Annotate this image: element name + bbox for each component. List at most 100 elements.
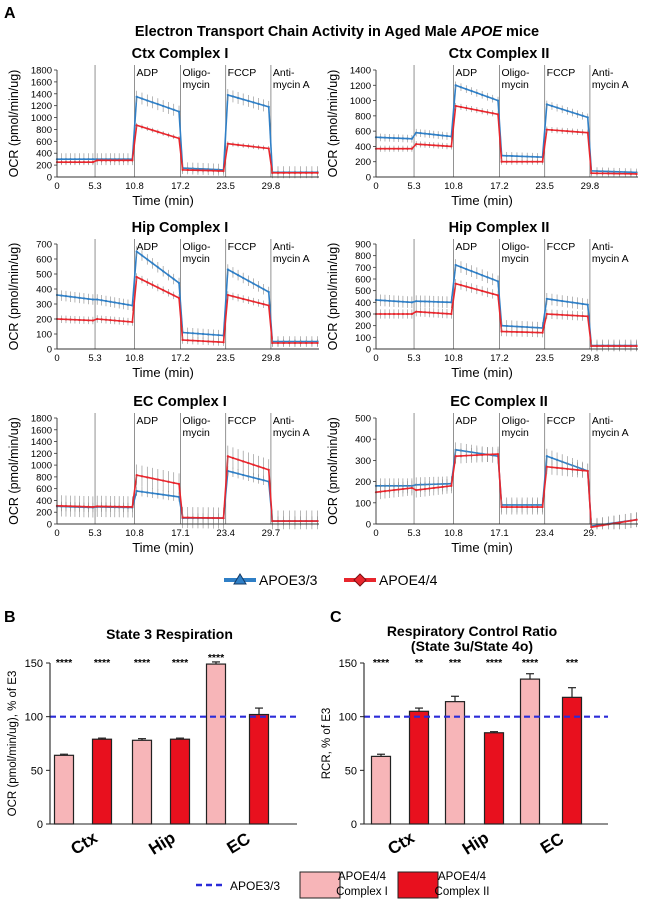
line-chart-ec-complex-ii: EC Complex II ADP Oligo-mycin FCCP Anti-myci… <box>326 394 638 555</box>
x-axis-label: Time (min) <box>451 365 513 380</box>
data-point <box>545 128 548 131</box>
y-tick-label: 1400 <box>350 66 371 77</box>
bar-hip-complex-i <box>444 701 466 825</box>
legend-apoe44-label: APOE4/4 <box>379 572 438 588</box>
y-tick-label: 50 <box>345 765 357 777</box>
bar-ctx-complex-i <box>53 754 75 825</box>
data-point <box>406 312 409 316</box>
data-point <box>581 469 584 472</box>
x-tick-label: 10.8 <box>125 181 144 192</box>
data-point <box>64 158 68 161</box>
data-point <box>491 453 494 456</box>
data-point <box>242 144 245 147</box>
x-tick-label: 29.8 <box>262 181 281 192</box>
data-point <box>465 106 468 110</box>
data-point <box>388 489 391 492</box>
y-tick-label: 1400 <box>31 89 52 100</box>
data-point <box>515 155 519 158</box>
y-tick-label: 1000 <box>31 113 52 124</box>
y-tick-label: 100 <box>339 712 357 724</box>
data-point <box>510 330 513 333</box>
y-tick-label: 1200 <box>31 101 52 112</box>
data-point <box>293 341 297 345</box>
data-point <box>236 143 240 146</box>
data-point <box>113 505 116 508</box>
data-point <box>491 278 494 281</box>
y-tick-label: 0 <box>47 173 52 184</box>
data-point <box>545 312 548 316</box>
data-point <box>454 282 457 285</box>
data-point <box>236 96 240 100</box>
data-point <box>401 147 405 150</box>
data-point <box>78 296 81 299</box>
injection-label: FCCP <box>228 415 257 427</box>
data-point <box>415 143 418 146</box>
series-connector <box>222 294 229 343</box>
y-tick-label: 0 <box>47 345 52 356</box>
data-point <box>576 130 579 134</box>
data-point <box>73 161 77 164</box>
bar-ctx-complex-ii <box>91 738 113 825</box>
data-point <box>104 159 108 162</box>
data-point <box>618 344 621 348</box>
data-point <box>401 487 405 491</box>
data-point <box>475 272 478 275</box>
data-point <box>419 310 422 314</box>
significance-label: *** <box>566 657 579 669</box>
injection-label: ADP <box>456 415 478 427</box>
data-point <box>191 339 194 342</box>
data-point <box>415 310 418 313</box>
data-point <box>217 340 220 344</box>
data-point <box>100 299 103 302</box>
series-connector <box>131 251 138 306</box>
data-point <box>581 131 584 134</box>
x-tick-label: 29. <box>583 528 596 539</box>
y-tick-label: 600 <box>355 275 371 286</box>
significance-label: ** <box>415 657 424 669</box>
data-point <box>288 171 291 174</box>
series-connector <box>497 295 503 332</box>
data-point <box>135 124 138 127</box>
data-point <box>310 341 314 345</box>
data-point <box>526 326 529 329</box>
data-point <box>470 107 473 111</box>
data-point <box>392 136 396 140</box>
data-point <box>100 159 103 162</box>
data-point <box>181 338 184 342</box>
injection-label: mycin <box>182 79 210 91</box>
series-connector <box>267 106 274 173</box>
y-tick-label: 0 <box>366 345 371 356</box>
y-tick-label: 1800 <box>31 414 52 425</box>
data-point <box>167 106 170 109</box>
y-tick-label: 300 <box>355 456 371 467</box>
data-point <box>601 344 604 348</box>
data-point <box>262 303 265 306</box>
injection-label: Anti- <box>273 241 295 253</box>
data-point <box>64 318 68 321</box>
data-point <box>555 299 559 302</box>
data-point <box>242 460 245 463</box>
data-point <box>383 147 387 150</box>
data-point <box>252 476 255 479</box>
data-point <box>257 285 260 288</box>
data-point <box>231 271 235 274</box>
data-point <box>140 97 144 100</box>
data-point <box>167 480 170 483</box>
data-point <box>379 136 382 139</box>
y-tick-label: 200 <box>355 157 371 168</box>
data-point <box>432 300 435 303</box>
data-point <box>505 154 508 157</box>
data-point <box>271 519 274 523</box>
injection-label: FCCP <box>547 241 576 253</box>
data-point <box>520 325 524 328</box>
significance-label: **** <box>486 657 503 669</box>
data-point <box>69 161 72 164</box>
data-point <box>392 488 396 492</box>
data-point <box>437 133 440 137</box>
legend-complex-i-swatch <box>299 871 341 899</box>
series-connector <box>497 453 503 508</box>
series-connector <box>450 264 457 303</box>
data-point <box>140 490 144 493</box>
data-point <box>310 171 314 174</box>
data-point <box>113 301 116 304</box>
